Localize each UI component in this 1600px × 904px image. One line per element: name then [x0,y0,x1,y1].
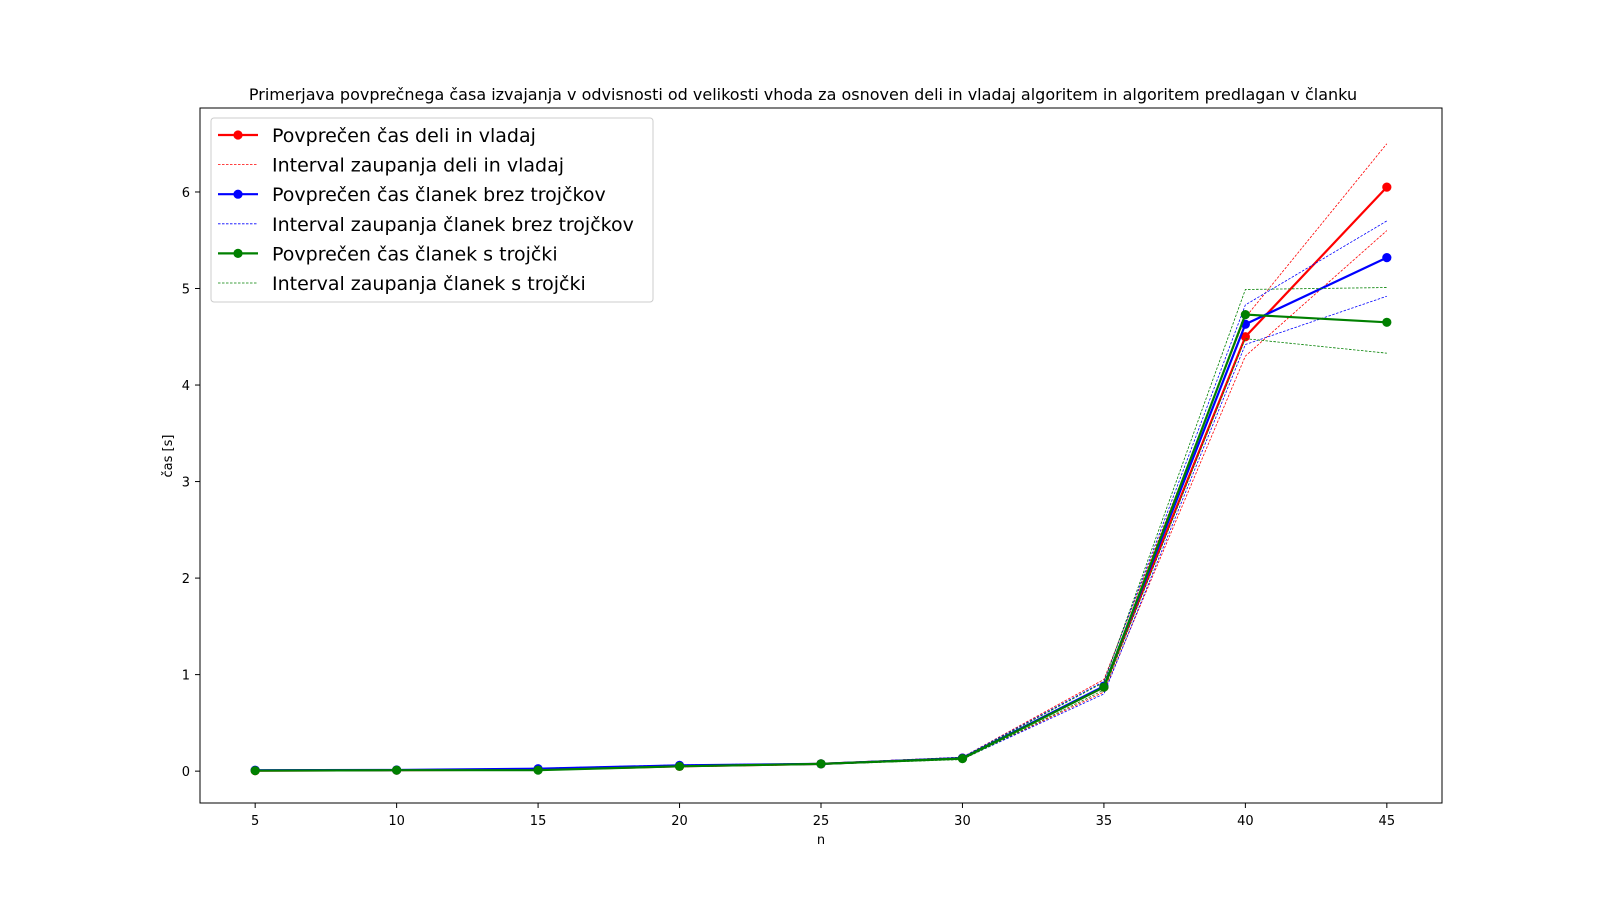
legend-item: Interval zaupanja članek brez trojčkov [218,214,634,236]
legend-item: Povprečen čas članek s trojčki [218,243,558,265]
y-tick-label: 5 [182,283,190,298]
legend-label: Interval zaupanja članek brez trojčkov [272,214,634,236]
legend-item: Povprečen čas članek brez trojčkov [218,184,606,206]
y-tick-label: 0 [182,765,190,780]
data-point [1240,309,1250,320]
legend-box [210,117,654,303]
y-tick-label: 1 [182,669,190,684]
legend-item: Interval zaupanja deli in vladaj [218,155,564,177]
legend-label: Interval zaupanja deli in vladaj [272,155,564,177]
legend-label: Povprečen čas deli in vladaj [272,125,536,147]
legend: Povprečen čas deli in vladaj Interval zau… [210,117,654,303]
plot-area [250,143,1392,776]
data-point [1382,182,1392,192]
data-point [957,753,968,764]
data-point [674,761,685,771]
y-tick-label: 2 [182,572,190,587]
x-tick-label: 10 [388,814,405,829]
legend-marker [233,248,243,258]
legend-marker [233,130,243,140]
legend-label: Povprečen čas članek brez trojčkov [272,184,606,206]
legend-label: Interval zaupanja članek s trojčki [272,273,586,295]
y-tick-label: 4 [182,379,190,394]
legend-label: Povprečen čas članek s trojčki [272,243,558,265]
legend-item: Interval zaupanja članek s trojčki [218,273,586,295]
data-point [1382,317,1392,327]
y-axis: 0 1 2 3 4 5 6 [182,186,200,780]
y-tick-label: 6 [182,186,190,201]
series-5 [255,287,1387,772]
x-tick-label: 40 [1237,814,1254,829]
x-axis: 5 10 15 20 25 30 35 40 45 [251,803,1395,829]
x-tick-label: 5 [251,814,259,829]
data-point [250,766,260,776]
confidence-upper-line [255,287,1387,771]
x-tick-label: 25 [813,814,830,829]
y-tick-label: 3 [182,476,190,491]
data-point [1382,253,1392,263]
data-point [816,759,826,769]
x-tick-label: 45 [1379,814,1396,829]
legend-marker [233,189,243,199]
x-tick-label: 20 [671,814,688,829]
data-point [533,765,543,775]
x-tick-label: 15 [530,814,547,829]
x-tick-label: 35 [1096,814,1113,829]
x-tick-label: 30 [954,814,971,829]
x-axis-label: n [817,833,825,848]
y-axis-label: čas [s] [161,435,176,478]
legend-item: Povprečen čas deli in vladaj [218,125,536,147]
chart-title: Primerjava povprečnega časa izvajanja v … [249,85,1357,104]
data-point [1099,682,1109,692]
